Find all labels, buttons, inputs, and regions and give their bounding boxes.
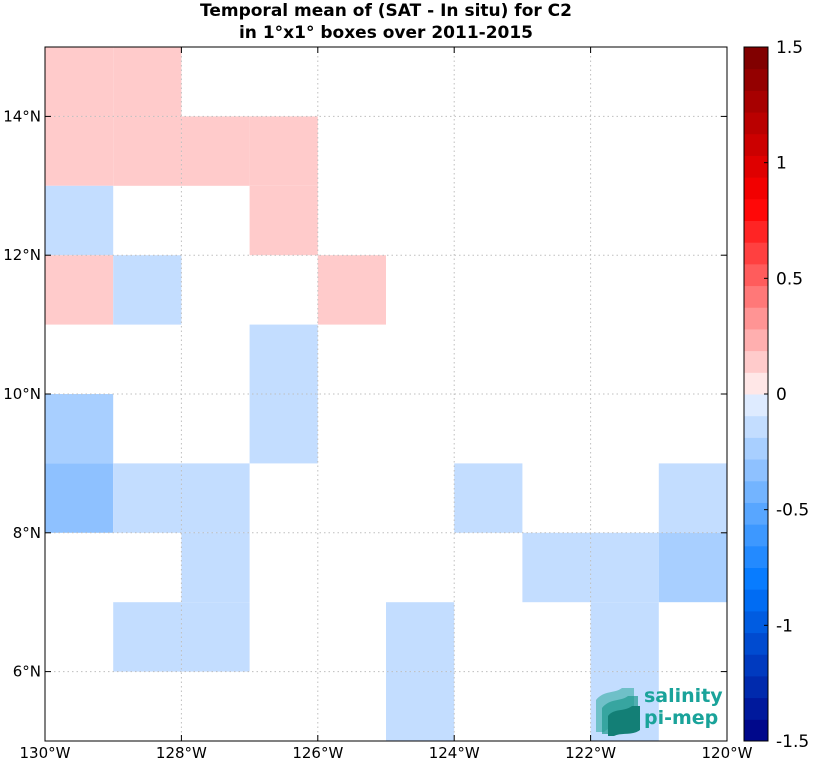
- colorbar-bin-15: [744, 394, 768, 417]
- x-tick-label-1: 128°W: [156, 744, 207, 762]
- colorbar-bin-19: [744, 307, 768, 330]
- x-tick-label-2: 126°W: [292, 744, 343, 762]
- colorbar-bin-3: [744, 654, 768, 677]
- heatmap-cell-9: [113, 255, 182, 325]
- colorbar-bin-9: [744, 524, 768, 547]
- colorbar-bin-14: [744, 415, 768, 438]
- colorbar-bin-28: [744, 112, 768, 135]
- colorbar-bin-30: [744, 68, 768, 91]
- colorbar-tick-label-6: -1.5: [776, 732, 809, 752]
- colorbar-bin-5: [744, 610, 768, 634]
- colorbar-bin-16: [744, 372, 768, 395]
- heatmap-cell-19: [181, 532, 250, 603]
- heatmap-cell-5: [249, 116, 318, 186]
- colorbar-bin-13: [744, 437, 768, 460]
- colorbar-bin-20: [744, 285, 768, 308]
- chart-title: Temporal mean of (SAT - In situ) for C2: [200, 1, 572, 21]
- heatmap-cell-12: [45, 394, 114, 464]
- y-tick-label-2: 10°N: [3, 385, 41, 403]
- colorbar-tick-label-1: 1: [776, 154, 787, 174]
- heatmap-cell-23: [113, 602, 182, 672]
- colorbar-bin-27: [744, 133, 768, 156]
- heatmap-cell-11: [249, 324, 318, 394]
- heatmap-cells: [45, 47, 727, 741]
- colorbar-bin-25: [744, 177, 768, 200]
- y-tick-label-3: 12°N: [3, 246, 41, 264]
- salinity-pi-mep-logo: salinity pi-mep: [596, 685, 723, 736]
- heatmap-cell-21: [590, 532, 659, 603]
- heatmap-cell-16: [181, 463, 250, 533]
- x-tick-label-4: 122°W: [565, 744, 616, 762]
- colorbar-bin-31: [744, 47, 768, 70]
- colorbar-bin-21: [744, 263, 768, 287]
- logo-text-salinity: salinity: [644, 685, 723, 707]
- colorbar-bin-26: [744, 155, 768, 178]
- heatmap-cell-10: [317, 255, 386, 325]
- colorbar: 1.5 1 0.5 0 -0.5 -1 -1.5: [743, 38, 809, 752]
- y-tick-label-0: 6°N: [13, 663, 41, 681]
- colorbar-bin-4: [744, 632, 768, 655]
- heatmap-cell-8: [45, 255, 114, 325]
- chart-title-block: Temporal mean of (SAT - In situ) for C2 …: [45, 0, 727, 44]
- logo-text-pimep: pi-mep: [644, 707, 718, 729]
- heatmap-cell-3: [113, 116, 182, 186]
- heatmap-cell-26: [590, 602, 659, 672]
- colorbar-bin-23: [744, 220, 768, 243]
- heatmap-cell-22: [658, 532, 727, 603]
- heatmap-cell-24: [181, 602, 250, 672]
- colorbar-bin-11: [744, 480, 768, 503]
- heatmap-cell-13: [249, 394, 318, 464]
- colorbar-bin-0: [744, 719, 768, 742]
- heatmap-cell-4: [181, 116, 250, 186]
- axis-ticks: 130°W 128°W 126°W 124°W 122°W 120°W 6°N 8°N 10°N…: [3, 47, 753, 762]
- colorbar-tick-label-3: 0: [776, 385, 787, 405]
- heatmap-cell-15: [113, 463, 182, 533]
- colorbar-bin-18: [744, 328, 768, 352]
- colorbar-tick-label-5: -1: [776, 616, 793, 636]
- heatmap-cell-14: [45, 463, 114, 533]
- grid-lines: [45, 47, 727, 741]
- colorbar-bin-10: [744, 502, 768, 525]
- y-tick-label-1: 8°N: [13, 524, 41, 542]
- chart-subtitle: in 1°x1° boxes over 2011-2015: [238, 23, 534, 43]
- logo-waves-icon: [596, 688, 640, 736]
- heatmap-cell-1: [113, 47, 182, 117]
- heatmap-cell-20: [522, 532, 591, 603]
- heatmap-cell-0: [45, 47, 114, 117]
- colorbar-tick-label-4: -0.5: [776, 501, 809, 521]
- colorbar-bin-12: [744, 459, 768, 482]
- y-tick-label-4: 14°N: [3, 107, 41, 125]
- heatmap-cell-7: [249, 185, 318, 256]
- colorbar-tick-label-2: 0.5: [776, 269, 803, 289]
- heatmap-cell-17: [454, 463, 523, 533]
- colorbar-bin-17: [744, 350, 768, 373]
- colorbar-bin-2: [744, 675, 768, 699]
- colorbar-bin-6: [744, 589, 768, 612]
- heatmap-cell-2: [45, 116, 114, 186]
- heatmap-cell-6: [45, 185, 114, 256]
- colorbar-tick-label-0: 1.5: [776, 38, 803, 58]
- colorbar-bin-22: [744, 242, 768, 265]
- heatmap-cell-18: [658, 463, 727, 533]
- colorbar-bin-8: [744, 545, 768, 568]
- x-tick-label-0: 130°W: [20, 744, 71, 762]
- heatmap-cell-25: [386, 602, 455, 672]
- x-tick-label-3: 124°W: [429, 744, 480, 762]
- x-tick-label-5: 120°W: [702, 744, 753, 762]
- colorbar-bin-29: [744, 90, 768, 113]
- colorbar-bin-1: [744, 697, 768, 720]
- colorbar-bin-24: [744, 198, 768, 221]
- heatmap-cell-27: [386, 671, 455, 741]
- colorbar-bin-7: [744, 567, 768, 590]
